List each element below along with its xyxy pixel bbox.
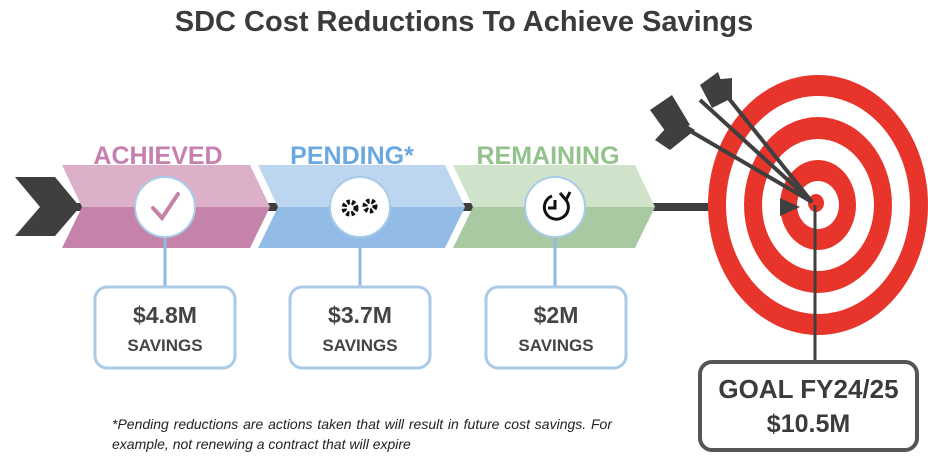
title: SDC Cost Reductions To Achieve Savings [0, 6, 928, 39]
savings-amount: $4.8M [95, 302, 235, 329]
stage-label: PENDING* [252, 142, 452, 171]
savings-amount: $2M [486, 302, 626, 329]
savings-caption: SAVINGS [290, 336, 430, 356]
footnote: *Pending reductions are actions taken th… [112, 414, 612, 454]
stage-label: REMAINING [448, 142, 648, 171]
savings-caption: SAVINGS [95, 336, 235, 356]
savings-caption: SAVINGS [486, 336, 626, 356]
goal-amount: $10.5M [700, 410, 917, 439]
stage-label: ACHIEVED [58, 142, 258, 171]
savings-amount: $3.7M [290, 302, 430, 329]
dart-fletchings [650, 72, 732, 150]
goal-label: GOAL FY24/25 [700, 374, 917, 405]
infographic: SDC Cost Reductions To Achieve Savings A… [0, 0, 928, 459]
